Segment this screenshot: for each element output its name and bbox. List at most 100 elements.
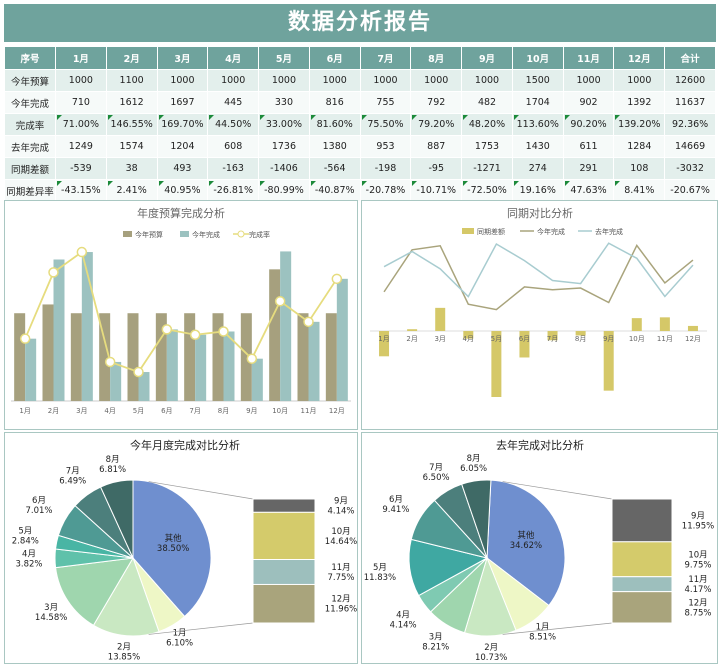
chart-title: 年度预算完成分析: [137, 206, 225, 220]
rate-point: [303, 316, 314, 328]
bar-difference: [491, 331, 502, 397]
bar-difference: [435, 307, 446, 331]
cell-flag-marker: [615, 181, 621, 186]
x-tick-label: 4月: [463, 335, 474, 343]
connector-line: [502, 481, 613, 500]
slice-label: 8月: [467, 454, 481, 464]
bar-difference: [687, 325, 698, 331]
segment-value: 9.75%: [684, 560, 711, 570]
row-label: 同期差异率: [4, 179, 56, 202]
rate-point: [331, 273, 343, 285]
column-header: 11月: [562, 46, 615, 70]
segment-value: 14.64%: [325, 537, 357, 547]
x-tick-label: 5月: [133, 407, 144, 415]
cell-flag-marker: [209, 115, 215, 120]
table-cell: -72.50%: [461, 179, 513, 202]
slice-value: 38.50%: [157, 544, 189, 554]
table-row: 同期差额 -539 38 493 -163 -1406 -564 -198 -95 -1271 27…: [4, 157, 716, 180]
table-cell: 1000: [156, 69, 209, 92]
table-cell: 816: [308, 91, 361, 114]
bar-difference: [575, 331, 586, 336]
bar-budget: [297, 313, 309, 401]
chart-title: 同期对比分析: [507, 206, 573, 220]
column-header: 3月: [156, 46, 209, 70]
legend-marker: [237, 230, 245, 238]
x-tick-label: 2月: [48, 407, 59, 415]
table-cell: 71.00%: [55, 113, 107, 136]
table-cell: -43.15%: [55, 179, 107, 202]
chart-title: 今年月度完成对比分析: [130, 438, 240, 452]
bar-completed: [336, 278, 348, 401]
table-cell: 1000: [410, 69, 463, 92]
rate-point: [246, 353, 258, 364]
table-row: 同期差异率 -43.15% 2.41% 40.95% -26.81% -80.99% -40…: [4, 179, 716, 202]
slice-value: 7.01%: [25, 506, 52, 516]
table-cell: 608: [207, 135, 260, 158]
rate-point: [161, 324, 173, 335]
other-segment: [252, 498, 316, 513]
rate-point: [189, 329, 201, 340]
bar-budget: [127, 313, 139, 401]
bar-completed: [251, 358, 263, 401]
last-year-pie-panel: 去年完成对比分析 其他 34.62% 1月 8.51% 2月 10.73% 3月 8.21% 4月…: [361, 432, 718, 664]
x-tick-label: 6月: [519, 335, 530, 343]
cell-flag-marker: [513, 181, 519, 186]
other-segment: [611, 576, 673, 593]
cell-flag-marker: [260, 115, 266, 120]
table-cell: 953: [359, 135, 412, 158]
table-cell: 1000: [359, 69, 412, 92]
cell-flag-marker: [361, 115, 367, 120]
column-header: 7月: [359, 46, 412, 70]
cell-flag-marker: [463, 181, 469, 186]
x-tick-label: 8月: [575, 335, 586, 343]
cell-flag-marker: [463, 115, 469, 120]
budget-chart-panel: 年度预算完成分析 今年预算 今年完成 完成率 1月 2月 3月 4月 5月 6月 7月 8月 9月 10月…: [4, 200, 358, 430]
segment-label: 11月: [331, 563, 350, 573]
table-cell: 482: [461, 91, 513, 114]
table-cell: 1500: [511, 69, 564, 92]
rate-line: [24, 250, 338, 374]
table-cell: 1249: [55, 135, 107, 158]
bar-budget: [70, 313, 82, 401]
connector-line: [502, 622, 613, 635]
table-cell: 79.20%: [410, 113, 463, 136]
table-cell: -40.87%: [308, 179, 361, 202]
rate-point: [274, 296, 286, 307]
segment-value: 11.96%: [325, 605, 357, 615]
table-cell: 1000: [461, 69, 513, 92]
bar-difference: [659, 317, 670, 331]
slice-value: 9.41%: [382, 505, 409, 515]
table-cell: -95: [410, 157, 463, 180]
column-header: 5月: [258, 46, 310, 70]
bar-completed: [223, 331, 235, 401]
cell-flag-marker: [564, 115, 570, 120]
bar-difference: [603, 331, 614, 391]
segment-label: 10月: [331, 527, 350, 537]
table-cell: -10.71%: [410, 179, 463, 202]
table-cell: 38: [105, 157, 158, 180]
segment-value: 8.75%: [684, 608, 711, 618]
legend-label: 去年完成: [595, 227, 623, 236]
legend-swatch: [462, 228, 474, 234]
other-segment: [611, 591, 673, 624]
bar-completed: [138, 372, 150, 401]
table-cell: 1000: [207, 69, 260, 92]
table-row: 今年完成 710 1612 1697 445 330 816 755 792 482 1704 902…: [4, 91, 716, 114]
cell-flag-marker: [158, 181, 164, 186]
table-cell: -163: [207, 157, 260, 180]
segment-value: 11.95%: [682, 521, 714, 531]
row-label: 同期差额: [4, 157, 56, 180]
table-cell: 1000: [613, 69, 666, 92]
legend-label: 完成率: [249, 230, 270, 239]
other-segment: [252, 559, 316, 585]
cell-flag-marker: [310, 115, 316, 120]
table-cell: 1284: [613, 135, 666, 158]
table-cell: -26.81%: [207, 179, 260, 202]
table-cell: -1406: [258, 157, 310, 180]
table-cell: 108: [613, 157, 666, 180]
slice-value: 6.10%: [166, 638, 193, 648]
table-cell: 33.00%: [258, 113, 310, 136]
table-cell: 75.50%: [359, 113, 412, 136]
table-cell: 1000: [258, 69, 310, 92]
